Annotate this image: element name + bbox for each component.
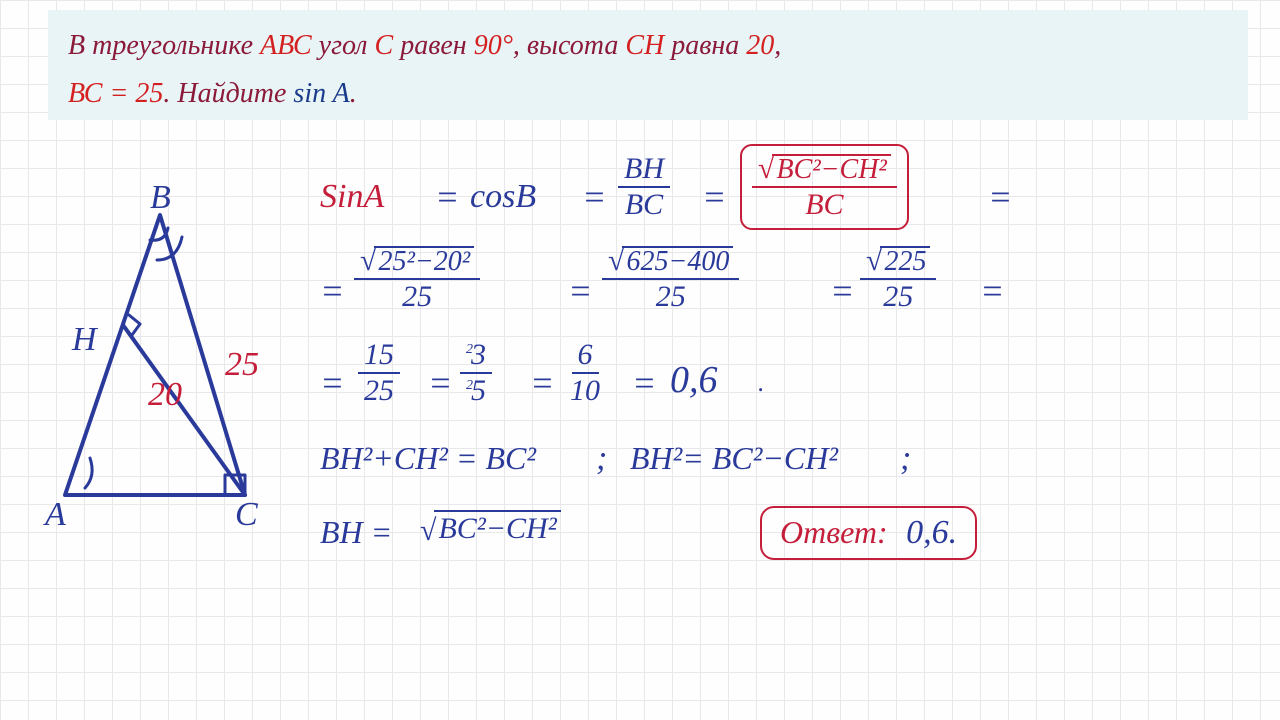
frac: √625−400 25 xyxy=(602,244,739,314)
sep: ; xyxy=(900,440,911,478)
t: равна xyxy=(664,30,746,61)
t: равен xyxy=(393,30,473,61)
problem-statement: В треугольнике АВС угол С равен 90°, выс… xyxy=(48,10,1248,120)
eq: = xyxy=(320,270,344,312)
t: угол xyxy=(312,30,375,61)
work-row-2: = √25²−20² 25 = √625−400 25 = √225 25 = xyxy=(320,242,1280,334)
t: В треугольнике xyxy=(68,30,260,61)
t: , xyxy=(774,30,781,61)
eq: = xyxy=(530,362,554,404)
result: 0,6 xyxy=(670,358,718,402)
work-row-3: = 1525 = 2325 = 610 = 0,6 . xyxy=(320,334,1280,430)
t: . Найдите xyxy=(163,78,293,109)
eq: = xyxy=(988,176,1012,218)
work-row-1: SinA = cosB = BHBC = √BC²−CH² BC = xyxy=(320,150,1280,242)
eq: = xyxy=(435,176,459,218)
solution-work: SinA = cosB = BHBC = √BC²−CH² BC = = √25… xyxy=(320,150,1280,576)
eq: = xyxy=(568,270,592,312)
bh-eq: BH = xyxy=(320,514,392,551)
len-bc: 25 xyxy=(225,346,259,383)
pyth-a: BH²+CH² = BC² xyxy=(320,440,536,477)
frac: BHBC xyxy=(618,152,670,222)
t: 90° xyxy=(474,30,513,61)
answer: Ответ: 0,6. xyxy=(760,506,977,560)
eq: = xyxy=(980,270,1004,312)
vertex-b: B xyxy=(150,180,171,216)
vertex-a: A xyxy=(43,496,66,533)
eq: = xyxy=(428,362,452,404)
t: 20 xyxy=(746,30,774,61)
t: , высота xyxy=(513,30,625,61)
eq: = xyxy=(582,176,606,218)
frac: √25²−20² 25 xyxy=(354,244,480,314)
eq: = xyxy=(702,176,726,218)
frac: 1525 xyxy=(358,338,400,408)
pyth-b: BH²= BC²−CH² xyxy=(630,440,838,477)
frac-boxed: √BC²−CH² BC xyxy=(740,144,909,230)
sinA: SinA xyxy=(320,178,384,216)
work-row-4: BH²+CH² = BC² ; BH²= BC²−CH² ; xyxy=(320,430,1280,506)
vertex-c: C xyxy=(235,496,258,533)
t: С xyxy=(375,30,394,61)
frac: 610 xyxy=(564,338,606,408)
triangle-diagram: B A C H 20 25 xyxy=(30,180,310,540)
t: СН xyxy=(625,30,664,61)
eq: = xyxy=(830,270,854,312)
eq: = xyxy=(632,362,656,404)
bh-sqrt: √BC²−CH² xyxy=(420,510,561,549)
frac: 2325 xyxy=(460,338,492,408)
work-row-5: BH = √BC²−CH² Ответ: 0,6. xyxy=(320,506,1280,576)
sep: ; xyxy=(596,440,607,478)
t: sin A xyxy=(293,78,349,109)
t: АВС xyxy=(260,30,312,61)
cosB: cosB xyxy=(470,178,536,216)
dot: . xyxy=(758,368,765,398)
frac: √225 25 xyxy=(860,244,936,314)
eq: = xyxy=(320,362,344,404)
len-ch: 20 xyxy=(148,376,182,413)
t: . xyxy=(350,78,357,109)
t: ВС = 25 xyxy=(68,78,163,109)
point-h: H xyxy=(71,321,99,358)
